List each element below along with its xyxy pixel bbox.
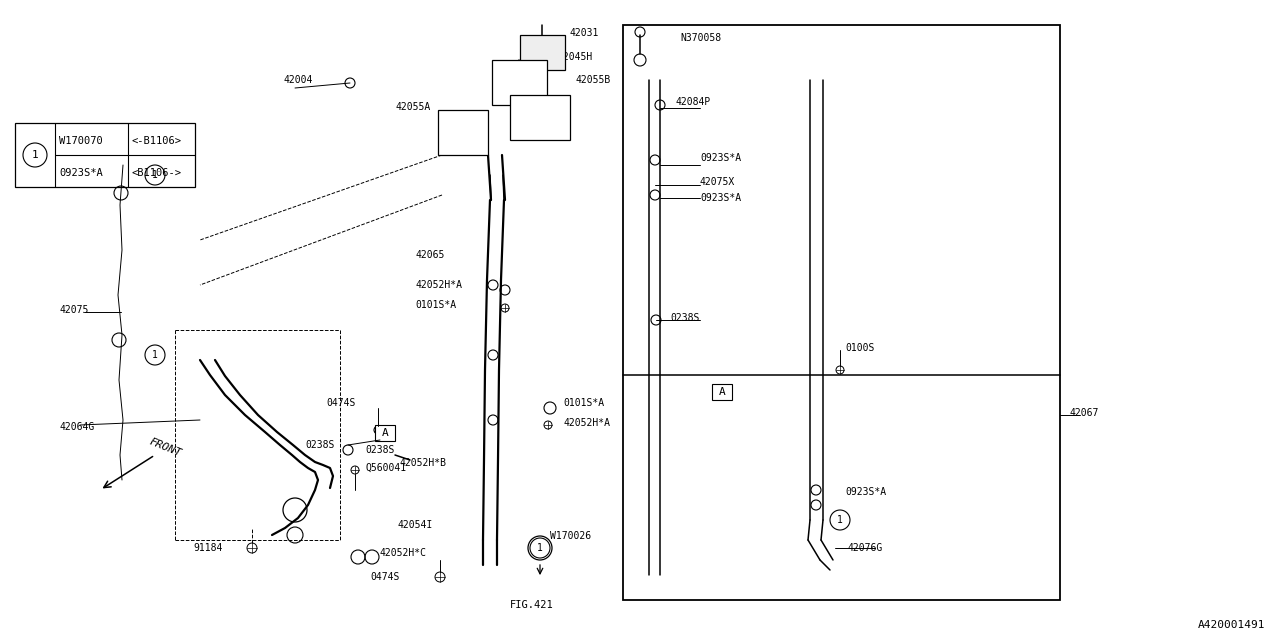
Text: 42055A: 42055A	[396, 102, 430, 112]
Text: 1: 1	[32, 150, 38, 160]
Text: 0238S: 0238S	[669, 313, 699, 323]
Text: 42064G: 42064G	[60, 422, 95, 432]
Text: W170026: W170026	[550, 531, 591, 541]
Text: 0923S*A: 0923S*A	[700, 153, 741, 163]
Text: 0101S*A: 0101S*A	[415, 300, 456, 310]
Text: 42045H: 42045H	[558, 52, 593, 62]
Text: 42004: 42004	[283, 75, 312, 85]
Text: 42055B: 42055B	[575, 75, 611, 85]
Text: W170070: W170070	[59, 136, 102, 146]
Text: 0238S: 0238S	[305, 440, 334, 450]
Text: 42052H*A: 42052H*A	[415, 280, 462, 290]
Text: 0474S: 0474S	[370, 572, 399, 582]
Text: 1: 1	[152, 350, 157, 360]
Bar	[438, 110, 488, 155]
Text: 0238S: 0238S	[365, 445, 394, 455]
Text: 42084P: 42084P	[675, 97, 710, 107]
Text: 42031: 42031	[570, 28, 599, 38]
Text: 1: 1	[152, 170, 157, 180]
Text: 42054I: 42054I	[398, 520, 433, 530]
Text: 42052H*A: 42052H*A	[563, 418, 611, 428]
Bar	[520, 35, 564, 70]
Text: 0923S*A: 0923S*A	[700, 193, 741, 203]
Bar	[623, 25, 1060, 600]
Text: 42075: 42075	[60, 305, 90, 315]
Bar	[509, 95, 570, 140]
Circle shape	[530, 538, 550, 558]
Text: 0474S: 0474S	[326, 398, 356, 408]
Text: <B1106->: <B1106->	[132, 168, 182, 178]
Circle shape	[145, 165, 165, 185]
Text: A: A	[718, 387, 726, 397]
Text: 42065: 42065	[415, 250, 444, 260]
Text: 0100S: 0100S	[845, 343, 874, 353]
Text: 1: 1	[538, 543, 543, 553]
Text: 42076G: 42076G	[849, 543, 883, 553]
Bar	[15, 123, 195, 187]
Text: A: A	[381, 428, 388, 438]
Text: 91184: 91184	[193, 543, 223, 553]
Circle shape	[145, 345, 165, 365]
Text: 0923S*A: 0923S*A	[845, 487, 886, 497]
Text: 0923S*A: 0923S*A	[59, 168, 102, 178]
Text: 42052H*B: 42052H*B	[399, 458, 447, 468]
Text: 42052H*C: 42052H*C	[380, 548, 428, 558]
Text: A420001491: A420001491	[1198, 620, 1265, 630]
Text: N370058: N370058	[680, 33, 721, 43]
Text: 42067: 42067	[1070, 408, 1100, 418]
Bar	[492, 60, 547, 105]
Text: FRONT: FRONT	[148, 437, 183, 459]
Bar	[712, 384, 732, 400]
Text: Q560041: Q560041	[365, 463, 406, 473]
Circle shape	[23, 143, 47, 167]
Text: FIG.421: FIG.421	[509, 600, 554, 610]
Bar	[375, 425, 396, 441]
Text: 1: 1	[837, 515, 844, 525]
Text: 0101S*A: 0101S*A	[563, 398, 604, 408]
Text: 42075X: 42075X	[700, 177, 735, 187]
Circle shape	[829, 510, 850, 530]
Text: <-B1106>: <-B1106>	[132, 136, 182, 146]
